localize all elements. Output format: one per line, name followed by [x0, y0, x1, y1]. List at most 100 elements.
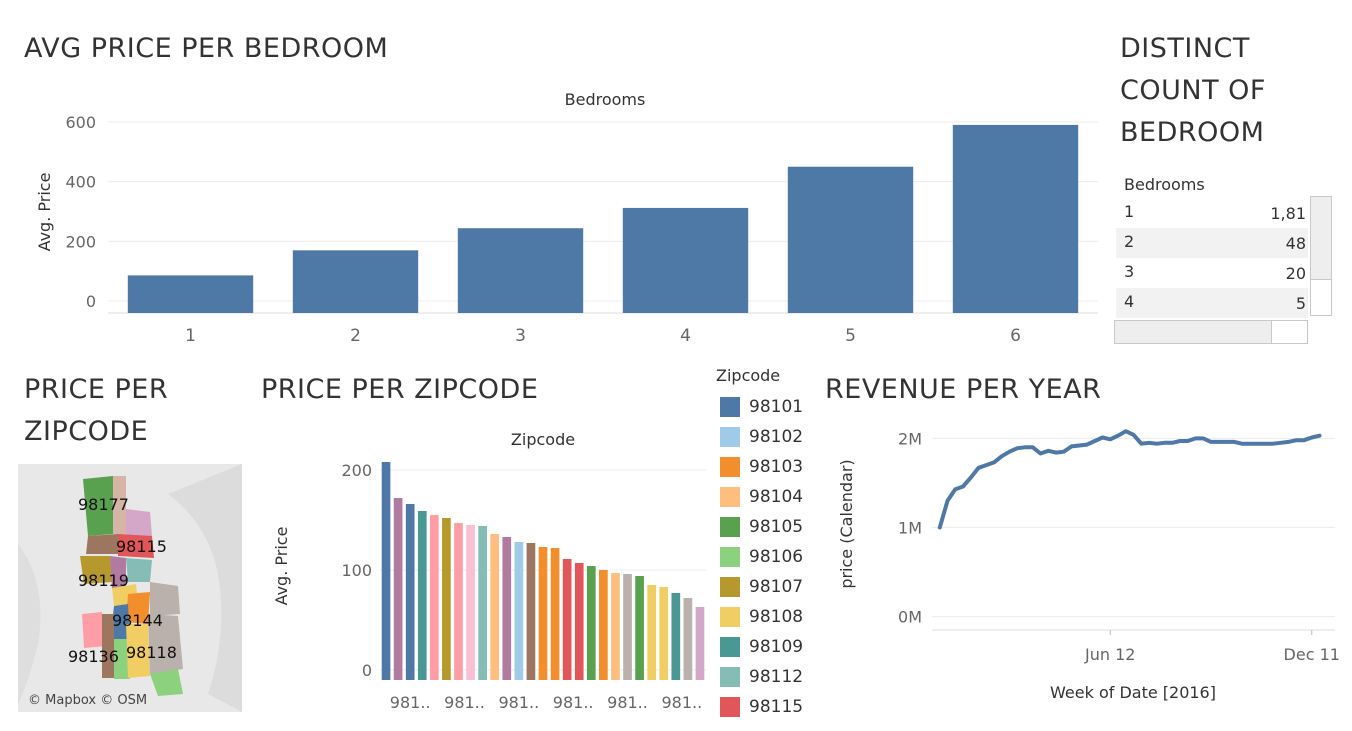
table-row: 1 1,81 [1116, 198, 1308, 228]
bar[interactable] [586, 566, 596, 680]
table-vertical-scrollbar[interactable] [1310, 196, 1332, 316]
map-label: 98118 [126, 643, 177, 662]
bar[interactable] [538, 547, 548, 680]
bar[interactable] [466, 525, 475, 680]
table-cell-count: 1,81 [1270, 204, 1306, 223]
legend-label: 98105 [749, 517, 804, 537]
legend-swatch [720, 457, 740, 477]
revenue-per-year-title: REVENUE PER YEAR [825, 374, 1102, 405]
legend-item[interactable]: 98109 [716, 632, 816, 662]
legend-item[interactable]: 98112 [716, 662, 816, 692]
bar[interactable] [405, 504, 415, 680]
bar[interactable] [526, 543, 536, 680]
legend-swatch [720, 487, 740, 507]
bar[interactable] [574, 563, 584, 680]
avg-price-per-bedroom-chart: Bedrooms Avg. Price 0 200 400 600 1 2 3 4 5 6 [35, 90, 1098, 346]
legend-swatch [720, 397, 740, 417]
x-tick-label: 981.. [444, 693, 485, 712]
x-tick-label: 2 [350, 326, 361, 346]
bar[interactable] [417, 511, 427, 680]
legend-item[interactable]: 98115 [716, 692, 816, 722]
bar[interactable] [647, 585, 657, 680]
table-cell-bedrooms: 4 [1124, 292, 1135, 311]
table-row: 4 5 [1116, 288, 1308, 318]
legend-label: 98109 [749, 637, 804, 657]
bar[interactable] [671, 593, 681, 680]
bar[interactable] [695, 607, 705, 680]
chart1-xlabel: Bedrooms [565, 90, 646, 109]
x-tick-label: 5 [845, 326, 856, 346]
bar[interactable] [478, 526, 487, 680]
horizontal-scrollbar-thumb[interactable] [1115, 321, 1272, 343]
legend-swatch [720, 697, 740, 717]
bar[interactable] [127, 275, 254, 313]
price-per-zipcode-chart: Zipcode Avg. Price 0 100 200 981.. 981.. 981… [272, 430, 706, 712]
legend-item[interactable]: 98107 [716, 572, 816, 602]
bar[interactable] [787, 166, 914, 313]
legend-swatch [720, 637, 740, 657]
chart3-xlabel: Week of Date [2016] [1050, 683, 1216, 702]
bar[interactable] [454, 523, 463, 680]
x-tick-label: 981.. [553, 693, 594, 712]
bar[interactable] [442, 518, 451, 680]
legend-label: 98115 [749, 697, 804, 717]
x-tick-label: 6 [1010, 326, 1021, 346]
bar[interactable] [381, 462, 391, 680]
legend-label: 98112 [749, 667, 804, 687]
legend-swatch [720, 547, 740, 567]
zipcode-legend: Zipcode 98101 98102 98103 98104 98105 98106 98… [716, 366, 816, 722]
bar[interactable] [635, 576, 644, 680]
legend-item[interactable]: 98102 [716, 422, 816, 452]
legend-swatch [720, 517, 740, 537]
legend-item[interactable]: 98108 [716, 602, 816, 632]
legend-label: 98107 [749, 577, 804, 597]
bar[interactable] [490, 534, 500, 680]
bar[interactable] [611, 573, 620, 680]
vertical-scrollbar-thumb[interactable] [1311, 197, 1331, 280]
table-horizontal-scrollbar[interactable] [1114, 320, 1308, 344]
map-label: 98136 [68, 647, 119, 666]
map-label: 98119 [78, 571, 129, 590]
legend-item[interactable]: 98101 [716, 392, 816, 422]
bar[interactable] [393, 498, 403, 680]
legend-item[interactable]: 98105 [716, 512, 816, 542]
legend-label: 98104 [749, 487, 804, 507]
map-graphic: 98177 98115 98119 98144 98136 98118 [18, 464, 242, 712]
legend-item[interactable]: 98106 [716, 542, 816, 572]
bar[interactable] [457, 228, 584, 313]
bar[interactable] [514, 542, 524, 680]
legend-label: 98108 [749, 607, 804, 627]
bar[interactable] [429, 515, 439, 680]
map-label: 98177 [78, 495, 129, 514]
bar[interactable] [502, 537, 512, 680]
y-tick-label: 0 [362, 661, 372, 680]
legend-swatch [720, 667, 740, 687]
bar[interactable] [292, 250, 419, 313]
distinct-count-table: Bedrooms 1 1,81 2 48 3 20 4 5 [1114, 170, 1336, 350]
table-header-bedrooms: Bedrooms [1124, 175, 1205, 194]
bar[interactable] [623, 574, 632, 680]
y-tick-label: 200 [341, 461, 372, 480]
chart2-xlabel: Zipcode [511, 430, 575, 449]
revenue-line [937, 429, 1322, 530]
legend-label: 98103 [749, 457, 804, 477]
legend-item[interactable]: 98104 [716, 482, 816, 512]
bar[interactable] [659, 587, 669, 680]
y-tick-label: 0M [898, 608, 922, 627]
bar[interactable] [599, 570, 608, 680]
bar[interactable] [550, 548, 560, 680]
x-tick-label: 981.. [498, 693, 539, 712]
bar[interactable] [952, 124, 1079, 313]
bar[interactable] [562, 559, 572, 680]
legend-item[interactable]: 98103 [716, 452, 816, 482]
zipcode-map[interactable]: 98177 98115 98119 98144 98136 98118 © Ma… [18, 464, 242, 712]
legend-swatch [720, 577, 740, 597]
bar[interactable] [622, 207, 749, 313]
bar[interactable] [683, 598, 693, 680]
legend-swatch [720, 427, 740, 447]
avg-price-per-bedroom-title: AVG PRICE PER BEDROOM [24, 33, 389, 64]
table-row: 2 48 [1116, 228, 1308, 258]
legend-title: Zipcode [716, 366, 781, 385]
table-cell-bedrooms: 3 [1124, 262, 1135, 281]
table-cell-bedrooms: 1 [1124, 202, 1135, 221]
